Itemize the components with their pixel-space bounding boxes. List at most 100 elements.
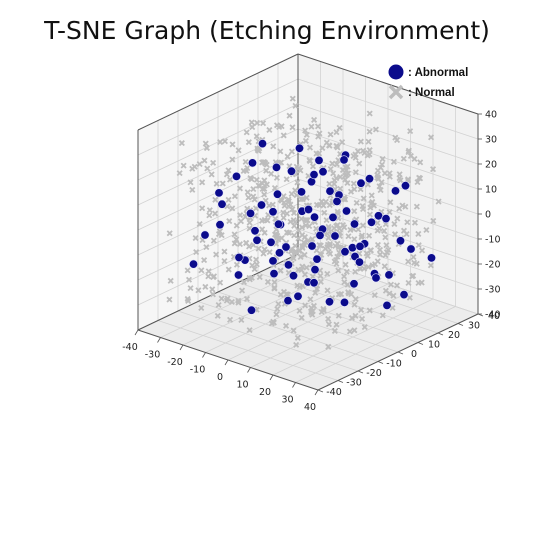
abnormal-point <box>234 253 244 263</box>
abnormal-point <box>339 155 349 165</box>
normal-point <box>219 180 226 187</box>
normal-point <box>302 302 309 309</box>
normal-point <box>225 167 232 174</box>
normal-point <box>302 222 309 229</box>
abnormal-point <box>307 241 317 251</box>
normal-point <box>237 218 245 225</box>
normal-point <box>205 268 212 275</box>
abnormal-point <box>281 242 291 252</box>
normal-point <box>400 155 407 162</box>
normal-point <box>303 194 310 201</box>
normal-point <box>229 156 236 163</box>
abnormal-point <box>309 170 319 180</box>
normal-point <box>245 139 252 146</box>
normal-point <box>208 171 215 178</box>
normal-point <box>309 273 316 280</box>
normal-point <box>289 124 296 131</box>
normal-point <box>404 219 411 226</box>
normal-point <box>294 334 301 341</box>
x-tick-label: 30 <box>281 395 293 406</box>
gridline-z <box>137 178 299 256</box>
normal-point <box>352 154 359 161</box>
normal-point <box>266 249 273 256</box>
normal-point <box>419 247 426 254</box>
normal-point <box>423 226 430 234</box>
normal-point <box>313 201 320 208</box>
normal-point <box>297 253 304 261</box>
normal-point <box>214 312 221 319</box>
normal-point <box>414 179 421 186</box>
normal-point <box>334 253 341 260</box>
abnormal-point <box>283 260 293 270</box>
normal-point <box>212 210 219 217</box>
normal-point <box>367 247 375 254</box>
normal-point <box>318 198 325 205</box>
normal-point <box>333 142 340 150</box>
normal-point <box>296 283 303 291</box>
normal-point <box>236 185 244 192</box>
normal-point <box>405 176 412 183</box>
normal-point <box>337 173 344 181</box>
abnormal-point <box>256 200 266 210</box>
normal-point <box>406 294 413 301</box>
abnormal-point <box>200 230 210 240</box>
y-tick-mark <box>317 389 324 393</box>
normal-point <box>331 180 338 187</box>
abnormal-point <box>271 162 281 172</box>
normal-point <box>374 241 381 248</box>
normal-point <box>206 207 213 214</box>
normal-point <box>198 267 205 274</box>
normal-point <box>189 165 196 172</box>
normal-point <box>307 296 314 303</box>
normal-point <box>201 157 208 164</box>
x-tick-mark <box>134 329 139 336</box>
abnormal-point <box>309 212 319 222</box>
normal-point <box>369 198 376 206</box>
normal-point <box>266 202 273 209</box>
normal-point <box>240 279 248 286</box>
normal-point <box>291 232 298 239</box>
normal-point <box>285 196 292 203</box>
z-tick-label: -40 <box>485 310 501 321</box>
normal-point <box>254 119 261 126</box>
normal-point <box>321 209 328 216</box>
normal-point <box>418 279 425 286</box>
normal-point <box>250 186 257 193</box>
normal-point <box>358 234 365 241</box>
normal-point <box>405 149 412 156</box>
normal-point <box>275 236 282 243</box>
normal-point <box>289 95 296 102</box>
normal-point <box>218 295 225 302</box>
normal-point <box>298 215 305 222</box>
normal-point <box>244 189 251 196</box>
normal-point <box>381 227 388 234</box>
x-tick-label: -10 <box>190 365 206 376</box>
normal-point <box>264 217 271 224</box>
normal-point <box>331 327 338 334</box>
normal-point <box>344 163 351 170</box>
normal-point <box>365 263 372 271</box>
normal-point <box>303 264 310 271</box>
normal-point <box>415 230 422 237</box>
abnormal-point <box>234 270 244 280</box>
normal-point <box>210 159 217 166</box>
gridline-z <box>297 203 479 265</box>
legend-abnormal-label: : Abnormal <box>408 67 468 79</box>
normal-point <box>428 134 435 141</box>
normal-point <box>185 276 193 283</box>
abnormal-point <box>400 181 410 191</box>
normal-point <box>209 286 216 293</box>
normal-point <box>366 128 373 135</box>
normal-point <box>261 191 268 198</box>
normal-point <box>274 305 281 313</box>
normal-point <box>259 226 266 233</box>
y-tick-mark <box>357 370 364 374</box>
abnormal-point <box>286 166 296 176</box>
z-tick-label: 40 <box>485 110 497 121</box>
x-tick-label: 10 <box>236 380 248 391</box>
normal-point <box>409 273 416 280</box>
normal-point <box>364 252 371 260</box>
normal-point <box>206 212 213 219</box>
normal-point <box>266 126 273 133</box>
normal-point <box>292 242 299 249</box>
